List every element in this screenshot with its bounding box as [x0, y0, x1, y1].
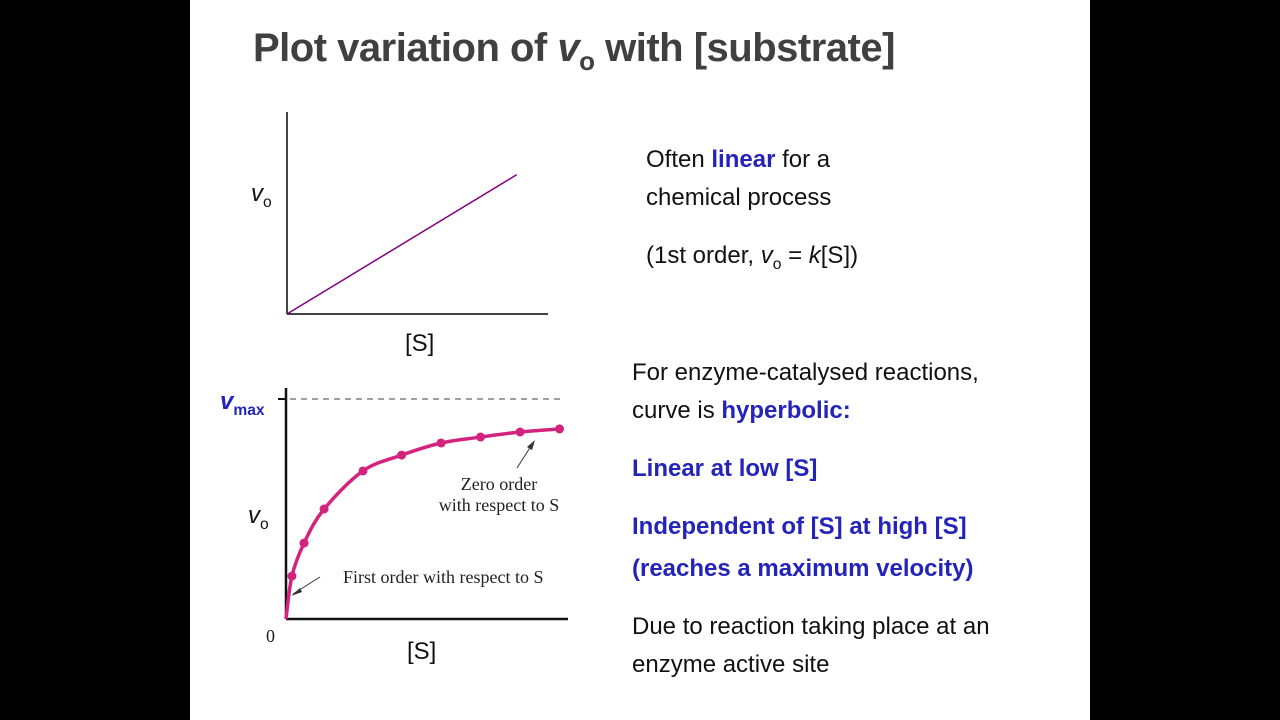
zero-order-annotation: Zero order with respect to S	[438, 474, 560, 515]
vmax-label: vmax	[220, 388, 265, 419]
chart2-y-label: vo	[248, 502, 269, 533]
linear-line	[286, 173, 518, 315]
hyperbolic-curve	[284, 427, 560, 620]
data-point	[476, 432, 486, 442]
linear-description: Often linear for a chemical process (1st…	[646, 146, 859, 273]
data-point	[397, 450, 407, 460]
data-point	[287, 571, 297, 581]
chart2-x-label: [S]	[407, 638, 437, 665]
data-point	[555, 424, 565, 434]
hyperbolic-description: For enzyme-catalysed reactions, curve is…	[632, 359, 990, 678]
data-point	[515, 427, 525, 437]
hyperbolic-chart	[278, 388, 568, 621]
chart1-y-label: vo	[251, 180, 272, 211]
linear-chart	[286, 112, 548, 315]
origin-label: 0	[266, 626, 275, 646]
first-order-arrowhead	[291, 588, 302, 596]
chart1-x-label: [S]	[405, 330, 435, 357]
slide-title: Plot variation of vo with [substrate]	[253, 26, 895, 76]
zero-order-arrowhead	[527, 440, 535, 450]
data-point	[319, 504, 329, 514]
first-order-annotation: First order with respect to S	[343, 567, 544, 587]
slide: Plot variation of vo with [substrate] vo…	[190, 0, 1090, 720]
data-point	[299, 538, 309, 548]
data-point	[436, 438, 446, 448]
data-point	[358, 466, 368, 476]
